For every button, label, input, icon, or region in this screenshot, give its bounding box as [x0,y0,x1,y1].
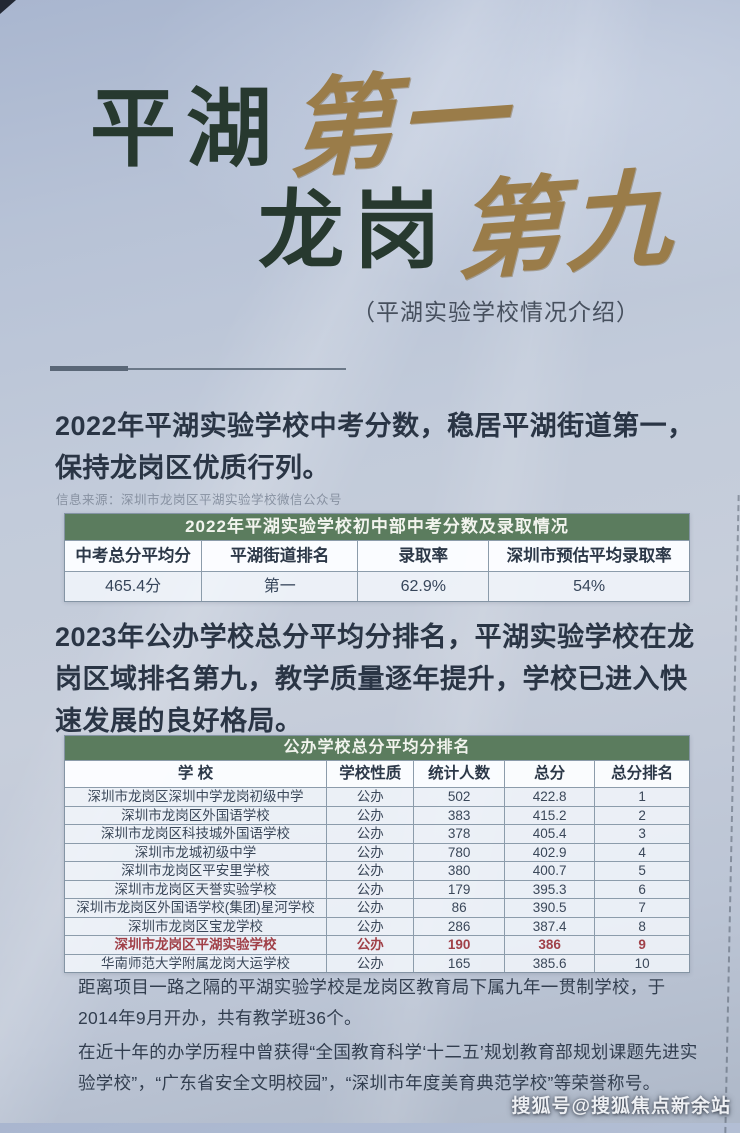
table-2022-title: 2022年平湖实验学校初中部中考分数及录取情况 [65,514,689,540]
hero-pinghu-text: 平湖 [90,81,282,177]
cell-type: 公办 [327,935,415,954]
cell-score: 422.8 [504,787,596,806]
table-row: 深圳市龙岗区天誉实验学校 公办 179 395.3 6 [65,879,689,899]
cell-score: 390.5 [504,898,596,917]
section-divider [50,366,346,371]
table-2022-value-avg: 465.4分 [65,571,203,601]
cell-rank: 10 [595,953,689,973]
cell-school: 深圳市龙岗区外国语学校(集团)星河学校 [65,898,328,917]
cell-school: 深圳市龙岗区平湖实验学校 [65,935,328,954]
table-row: 深圳市龙岗区外国语学校(集团)星河学校 公办 86 390.5 7 [65,898,689,917]
table-row-highlighted: 深圳市龙岗区平湖实验学校 公办 190 386 9 [65,935,689,954]
table-ranking-title: 公办学校总分平均分排名 [65,736,689,760]
sohu-watermark: 搜狐号@搜狐焦点新余站 [511,1096,731,1117]
cell-score: 405.4 [504,824,596,843]
cell-score: 415.2 [504,805,596,824]
table-row: 深圳市龙岗区宝龙学校 公办 286 387.4 8 [65,916,689,936]
cell-type: 公办 [327,898,415,917]
footer-paragraph-honors: 在近十年的办学历程中曾获得“全国教育科学‘十二五’规划教育部规划课题先进实验学校… [78,1042,698,1094]
cell-rank: 5 [595,861,689,880]
table-row: 深圳市龙岗区平安里学校 公办 380 400.7 5 [65,861,689,880]
table-ranking-header-score: 总分 [504,760,596,787]
cell-rank: 8 [595,916,689,936]
divider-thick-segment [50,366,128,371]
table-2022-header-admission-rate: 录取率 [358,540,490,571]
cell-type: 公办 [327,953,415,972]
table-row: 华南师范大学附属龙岗大运学校 公办 165 385.6 10 [65,953,689,973]
table-2022-header-avg: 中考总分平均分 [65,540,203,571]
cell-rank: 1 [595,787,689,806]
cell-school: 深圳市龙岗区科技城外国语学校 [65,824,328,843]
cell-rank: 2 [595,805,689,825]
hero-ninth-calligraphy: 第九 [456,154,676,295]
table-2022-scores: 2022年平湖实验学校初中部中考分数及录取情况 中考总分平均分 平湖街道排名 录… [64,513,690,602]
hero-first-calligraphy: 第一 [288,52,508,193]
table-ranking-header-count: 统计人数 [414,760,505,787]
cell-type: 公办 [327,879,415,898]
cell-count: 383 [414,805,505,824]
table-row: 深圳市龙岗区科技城外国语学校 公办 378 405.4 3 [65,824,689,843]
cell-type: 公办 [327,842,415,861]
cell-school: 深圳市龙岗区天誉实验学校 [65,879,328,898]
cell-count: 286 [414,916,505,935]
table-ranking-body: 深圳市龙岗区深圳中学龙岗初级中学 公办 502 422.8 1 深圳市龙岗区外国语学校 公办… [65,787,689,972]
table-2022-value-row: 465.4分 第一 62.9% 54% [65,571,689,601]
table-row: 深圳市龙岗区外国语学校 公办 383 415.2 2 [65,805,689,825]
screen-edge-line [724,495,740,1133]
hero-title-line2: 龙岗 第九 [258,154,676,295]
cell-rank: 4 [595,842,689,862]
table-2022-value-admission-rate: 62.9% [358,571,490,601]
heading-2023: 2023年公办学校总分平均分排名，平湖实验学校在龙岗区域排名第九，教学质量逐年提… [55,622,695,736]
info-source-line: 信息来源：深圳市龙岗区平湖实验学校微信公众号 [56,493,343,507]
cell-type: 公办 [327,824,415,843]
cell-score: 386 [504,935,596,954]
cell-school: 深圳市龙岗区平安里学校 [65,861,328,880]
cell-type: 公办 [327,916,415,935]
table-2022-header-street-rank: 平湖街道排名 [202,540,359,571]
table-ranking-header-type: 学校性质 [327,760,415,787]
table-ranking: 公办学校总分平均分排名 学 校 学校性质 统计人数 总分 总分排名 深圳市龙岗区… [64,735,690,973]
divider-thin-segment [128,367,346,370]
cell-type: 公办 [327,861,415,880]
hero-title-line1: 平湖 第一 [90,52,508,193]
table-ranking-header-row: 学 校 学校性质 统计人数 总分 总分排名 [65,760,689,787]
cell-rank: 7 [595,898,689,917]
cell-count: 86 [414,898,505,917]
cell-rank: 9 [595,935,689,954]
table-row: 深圳市龙城初级中学 公办 780 402.9 4 [65,842,689,862]
cell-score: 395.3 [504,879,596,898]
cell-count: 380 [414,861,505,880]
cell-school: 华南师范大学附属龙岗大运学校 [65,953,328,972]
cell-school: 深圳市龙岗区宝龙学校 [65,916,328,935]
cell-count: 378 [414,824,505,843]
hero-longgang-text: 龙岗 [258,183,450,279]
cell-score: 387.4 [504,916,596,935]
footer-paragraph-intro: 距离项目一路之隔的平湖实验学校是龙岗区教育局下属九年一贯制学校，于2014年9月… [78,977,666,1029]
cell-school: 深圳市龙岗区深圳中学龙岗初级中学 [65,787,328,806]
hero-subtitle: （平湖实验学校情况介绍） [352,299,640,325]
table-ranking-header-school: 学 校 [65,760,328,787]
cell-school: 深圳市龙城初级中学 [65,842,328,861]
cell-type: 公办 [327,787,415,806]
cell-rank: 6 [595,879,689,899]
table-ranking-header-rank: 总分排名 [595,760,689,787]
cell-count: 179 [414,879,505,898]
photo-corner-shadow [0,0,16,14]
table-2022-value-city-rate: 54% [489,571,689,601]
cell-score: 402.9 [504,842,596,861]
cell-score: 385.6 [504,953,596,972]
cell-score: 400.7 [504,861,596,880]
cell-count: 780 [414,842,505,861]
cell-count: 502 [414,787,505,806]
table-2022-header-city-rate: 深圳市预估平均录取率 [489,540,689,571]
table-2022-header-row: 中考总分平均分 平湖街道排名 录取率 深圳市预估平均录取率 [65,540,689,571]
cell-count: 165 [414,953,505,972]
heading-2022: 2022年平湖实验学校中考分数，稳居平湖街道第一，保持龙岗区优质行列。 [55,411,695,483]
cell-type: 公办 [327,805,415,824]
cell-school: 深圳市龙岗区外国语学校 [65,805,328,824]
table-row: 深圳市龙岗区深圳中学龙岗初级中学 公办 502 422.8 1 [65,787,689,806]
cell-count: 190 [414,935,505,954]
cell-rank: 3 [595,824,689,843]
table-2022-value-street-rank: 第一 [202,571,359,601]
